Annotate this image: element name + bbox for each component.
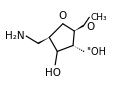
Text: HO: HO [45, 68, 61, 78]
Text: O: O [58, 11, 66, 21]
Text: ''OH: ''OH [85, 47, 105, 57]
Polygon shape [38, 37, 49, 44]
Text: H₂N: H₂N [5, 31, 24, 41]
Text: CH₃: CH₃ [90, 13, 107, 22]
Polygon shape [74, 25, 83, 31]
Text: O: O [86, 22, 94, 32]
